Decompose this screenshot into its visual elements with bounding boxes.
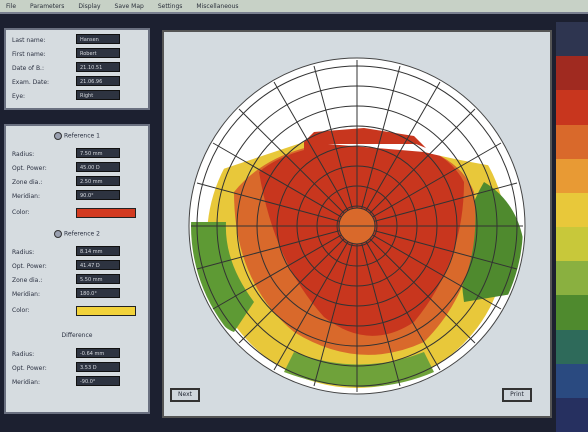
last-name-value[interactable]: Hansen [76,34,120,44]
scale-band [556,261,588,296]
scale-band [556,158,588,193]
ref2-color-swatch[interactable] [76,306,136,316]
field-label: Radius: [12,350,35,358]
scale-band [556,329,588,364]
field-label: Exam. Date: [12,78,50,86]
field-label: Eye: [12,92,26,100]
ref2-radius-value: 8.14 mm [76,246,120,256]
reference1-title-text: Reference 1 [64,132,100,140]
diff-radius-row: Radius: -0.64 mm [12,348,120,360]
menu-item-save-map[interactable]: Save Map [114,2,144,10]
ref2-zone-row: Zone dia.: 5.50 mm [12,274,120,286]
print-button[interactable]: Print [502,388,532,402]
menu-bar: File Parameters Display Save Map Setting… [0,0,588,14]
reference2-title[interactable]: Reference 2 [6,230,148,238]
color-scale [556,22,588,432]
patient-info-panel: Last name: Hansen First name: Robert Dat… [4,28,150,110]
topography-map[interactable] [164,32,550,416]
patient-first-name-row: First name: Robert [12,48,120,60]
ref1-radius-value: 7.50 mm [76,148,120,158]
date-of-birth-value[interactable]: 21.10.51 [76,62,120,72]
difference-title: Difference [61,332,93,339]
ref1-zone-row: Zone dia.: 2.50 mm [12,176,120,188]
field-label: Radius: [12,150,35,158]
radio-icon[interactable] [54,230,63,238]
field-label: Opt. Power: [12,262,47,270]
ref2-radius-row: Radius: 8.14 mm [12,246,120,258]
field-label: Color: [12,306,30,314]
field-label: Last name: [12,36,46,44]
ref2-color-row: Color: [12,304,70,316]
scale-band [556,227,588,262]
field-label: Color: [12,208,30,216]
menu-item-miscellaneous[interactable]: Miscellaneous [196,2,239,10]
menu-item-settings[interactable]: Settings [157,2,183,10]
ref1-color-row: Color: [12,206,70,218]
field-label: Meridian: [12,192,40,200]
diff-power-value: 3.53 D [76,362,120,372]
scale-band [556,90,588,125]
ref2-meridian-value: 180.0° [76,288,120,298]
menu-item-display[interactable]: Display [78,2,101,10]
field-label: Opt. Power: [12,364,47,372]
first-name-value[interactable]: Robert [76,48,120,58]
menu-item-file[interactable]: File [6,2,17,10]
field-label: Radius: [12,248,35,256]
reference2-title-text: Reference 2 [64,230,100,238]
patient-exam-date-row: Exam. Date: 21.06.96 [12,76,120,88]
field-label: First name: [12,50,46,58]
ref1-radius-row: Radius: 7.50 mm [12,148,120,160]
reference-panel: Reference 1 Radius: 7.50 mm Opt. Power: … [4,124,150,414]
reference1-title[interactable]: Reference 1 [6,132,148,140]
topography-map-window: Next Print [162,30,552,418]
ref1-meridian-row: Meridian: 90.0° [12,190,120,202]
patient-last-name-row: Last name: Hansen [12,34,120,46]
scale-band [556,22,588,57]
diff-power-row: Opt. Power: 3.53 D [12,362,120,374]
field-label: Zone dia.: [12,276,43,284]
field-label: Meridian: [12,290,40,298]
exam-date-value[interactable]: 21.06.96 [76,76,120,86]
diff-meridian-row: Meridian: -90.0° [12,376,120,388]
ref1-zone-value: 2.50 mm [76,176,120,186]
scale-band [556,124,588,159]
green-zone-left [191,222,254,332]
field-label: Opt. Power: [12,164,47,172]
scale-band [556,192,588,228]
diff-meridian-value: -90.0° [76,376,120,386]
ref1-meridian-value: 90.0° [76,190,120,200]
green-zone-right [461,182,523,302]
radio-icon[interactable] [54,132,63,140]
scale-band [556,397,588,432]
patient-dob-row: Date of B.: 21.10.51 [12,62,120,74]
field-label: Meridian: [12,378,40,386]
menu-item-parameters[interactable]: Parameters [30,2,65,10]
ref1-power-row: Opt. Power: 45.00 D [12,162,120,174]
next-button[interactable]: Next [170,388,200,402]
patient-eye-row: Eye: Right [12,90,120,102]
ref1-power-value: 45.00 D [76,162,120,172]
scale-band [556,56,588,91]
field-label: Zone dia.: [12,178,43,186]
eye-value[interactable]: Right [76,90,120,100]
ref1-color-swatch[interactable] [76,208,136,218]
ref2-zone-value: 5.50 mm [76,274,120,284]
ref2-meridian-row: Meridian: 180.0° [12,288,120,300]
ref2-power-row: Opt. Power: 41.47 D [12,260,120,272]
scale-band [556,295,588,330]
ref2-power-value: 41.47 D [76,260,120,270]
field-label: Date of B.: [12,64,44,72]
diff-radius-value: -0.64 mm [76,348,120,358]
scale-band [556,363,588,398]
